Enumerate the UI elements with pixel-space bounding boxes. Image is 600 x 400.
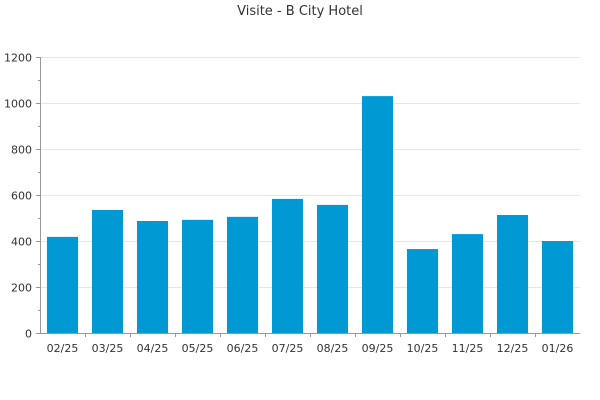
y-tick-labels: 0 200 400 600 800 1000 1200 xyxy=(4,52,32,341)
bar-04-25 xyxy=(136,220,169,333)
bar-01-26 xyxy=(541,241,574,333)
bars xyxy=(46,96,574,333)
x-tick-labels: 02/25 03/25 04/25 05/25 06/25 07/25 08/25 09/25… xyxy=(47,342,574,355)
x-tick-label: 03/25 xyxy=(92,342,124,355)
y-tick-label: 600 xyxy=(11,190,32,203)
y-tick-label: 200 xyxy=(11,282,32,295)
x-tick-label: 10/25 xyxy=(407,342,439,355)
x-tick-label: 04/25 xyxy=(137,342,169,355)
x-tick-label: 06/25 xyxy=(227,342,259,355)
bar-02-25 xyxy=(46,236,79,333)
x-tick-label: 05/25 xyxy=(182,342,214,355)
y-tick-label: 0 xyxy=(25,328,32,341)
x-tick-label: 12/25 xyxy=(497,342,529,355)
y-tick-label: 400 xyxy=(11,236,32,249)
bar-11-25 xyxy=(451,234,484,333)
x-tick-label: 07/25 xyxy=(272,342,304,355)
bar-05-25 xyxy=(181,219,214,333)
bar-12-25 xyxy=(496,215,529,333)
bar-09-25 xyxy=(361,96,394,333)
x-tick-label: 11/25 xyxy=(452,342,484,355)
bar-07-25 xyxy=(271,198,304,333)
axes xyxy=(36,57,580,337)
bar-10-25 xyxy=(406,249,439,333)
y-tick-label: 1200 xyxy=(4,52,32,65)
bar-06-25 xyxy=(226,216,259,333)
bar-08-25 xyxy=(316,204,349,333)
x-tick-label: 08/25 xyxy=(317,342,349,355)
x-tick-label: 01/26 xyxy=(542,342,574,355)
y-tick-label: 1000 xyxy=(4,98,32,111)
chart-title: Visite - B City Hotel xyxy=(237,4,363,19)
x-tick-label: 02/25 xyxy=(47,342,79,355)
y-tick-label: 800 xyxy=(11,144,32,157)
grid-lines xyxy=(40,57,580,288)
x-tick-label: 09/25 xyxy=(362,342,394,355)
bar-03-25 xyxy=(91,209,124,333)
